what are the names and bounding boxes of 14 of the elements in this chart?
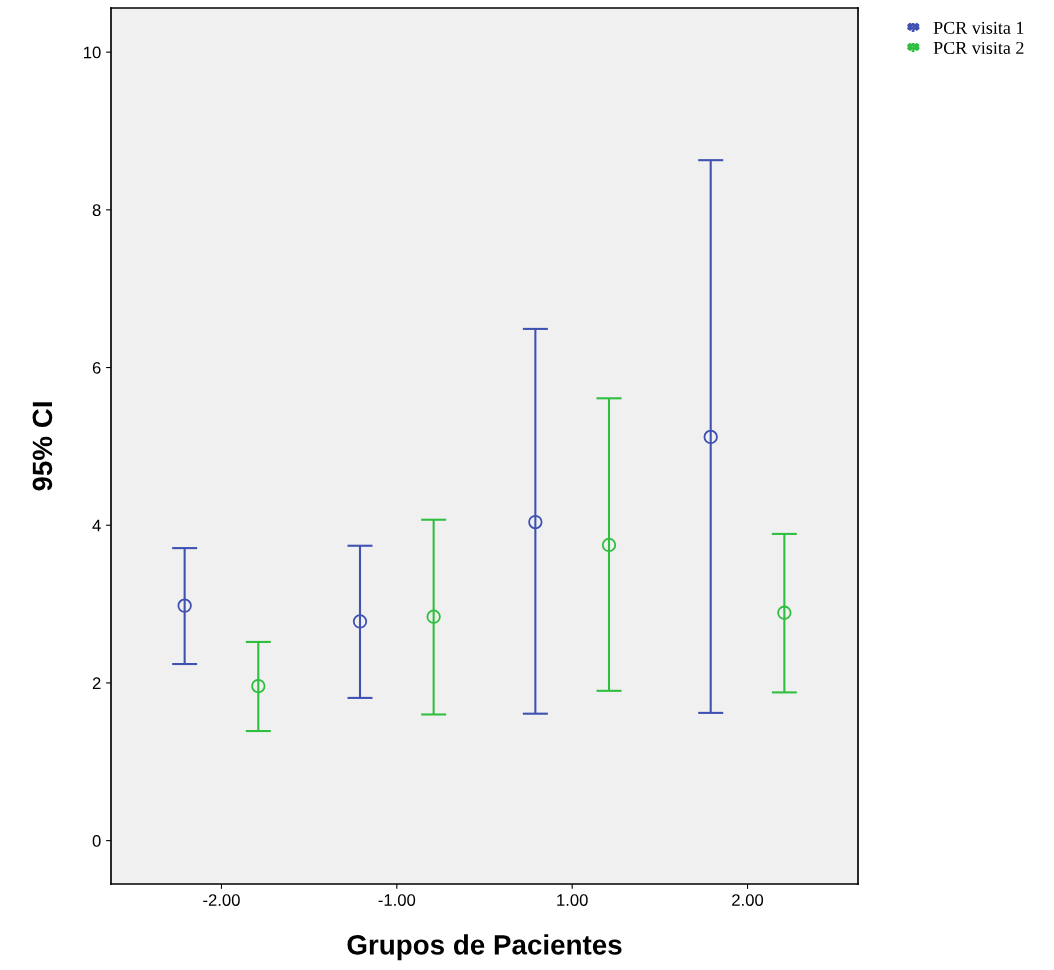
legend-label: PCR visita 2 <box>933 41 1024 55</box>
y-tick-label: 6 <box>92 361 101 374</box>
y-axis-title: 95% CI <box>32 402 53 491</box>
y-tick-label: 8 <box>92 204 101 217</box>
y-tick-label: 0 <box>92 835 101 847</box>
y-tick-label: 2 <box>92 677 101 689</box>
x-tick-label: -2.00 <box>203 894 240 906</box>
y-tick-label: 4 <box>92 519 101 532</box>
y-tick-label: 10 <box>84 46 101 59</box>
x-tick-label: -1.00 <box>378 894 416 906</box>
x-tick-label: 2.00 <box>732 894 764 906</box>
x-tick-label: 1.00 <box>557 894 588 906</box>
x-axis-title: Grupos de Pacientes <box>347 934 622 961</box>
legend-label: PCR visita 1 <box>933 21 1024 34</box>
